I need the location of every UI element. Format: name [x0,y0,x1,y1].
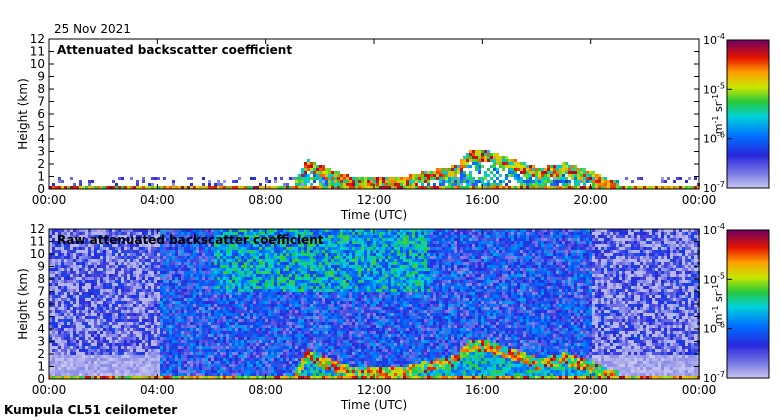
x-axis-label: Time (UTC) [340,398,407,412]
footer-label: Kumpula CL51 ceilometer [4,403,177,417]
colorbar-unit-label: m-1 sr-1 [711,284,725,324]
plot-area [49,39,699,189]
x-axis-label: Time (UTC) [340,208,407,222]
colorbar-tick-label: 10-7 [703,370,725,385]
colorbar-tick-label: 10-5 [703,271,725,286]
colorbar [726,229,770,379]
y-tick-label: 1 [37,360,45,374]
y-tick-label: 10 [30,247,45,261]
x-tick-label: 16:00 [465,193,500,207]
x-tick-label: 12:00 [357,383,392,397]
y-tick-label: 8 [37,82,45,96]
y-tick-label: 4 [37,322,45,336]
colorbar [726,39,770,189]
y-tick-label: 7 [37,285,45,299]
y-tick-label: 10 [30,57,45,71]
x-tick-label: 00:00 [682,383,717,397]
x-tick-label: 04:00 [140,193,175,207]
panel-title: Raw attenuated backscatter coefficient [57,233,324,247]
y-tick-label: 9 [37,70,45,84]
y-tick-label: 0 [37,372,45,386]
x-tick-label: 04:00 [140,383,175,397]
x-tick-label: 00:00 [32,383,67,397]
colorbar-tick-label: 10-4 [703,222,725,237]
y-tick-label: 2 [37,347,45,361]
y-tick-label: 7 [37,95,45,109]
y-tick-label: 9 [37,260,45,274]
colorbar-tick-label: 10-6 [703,321,725,336]
x-tick-label: 00:00 [32,193,67,207]
x-tick-label: 08:00 [248,383,283,397]
y-tick-label: 5 [37,120,45,134]
panel-1: Attenuated backscatter coefficient012345… [16,32,770,222]
x-tick-label: 20:00 [573,193,608,207]
panel-title: Attenuated backscatter coefficient [57,43,292,57]
y-tick-label: 3 [37,335,45,349]
y-tick-label: 3 [37,145,45,159]
y-axis-label: Height (km) [16,268,30,339]
y-tick-label: 8 [37,272,45,286]
x-tick-label: 00:00 [682,193,717,207]
y-axis-label: Height (km) [16,78,30,149]
panel-2: Raw attenuated backscatter coefficient01… [16,222,770,412]
colorbar-tick-label: 10-7 [703,180,725,195]
x-tick-label: 12:00 [357,193,392,207]
y-tick-label: 12 [30,222,45,236]
heatmap-cells [49,229,700,379]
y-tick-label: 6 [37,107,45,121]
y-tick-label: 11 [30,235,45,249]
y-tick-label: 1 [37,170,45,184]
y-tick-label: 4 [37,132,45,146]
colorbar-tick-label: 10-5 [703,81,725,96]
x-tick-label: 16:00 [465,383,500,397]
y-tick-label: 12 [30,32,45,46]
colorbar-tick-label: 10-4 [703,32,725,47]
x-tick-label: 08:00 [248,193,283,207]
colorbar-tick-label: 10-6 [703,131,725,146]
colorbar-unit-label: m-1 sr-1 [711,94,725,134]
x-tick-label: 20:00 [573,383,608,397]
heatmap-cells [49,150,700,189]
date-label: 25 Nov 2021 [54,22,131,36]
y-tick-label: 5 [37,310,45,324]
y-tick-label: 6 [37,297,45,311]
y-tick-label: 2 [37,157,45,171]
y-tick-label: 0 [37,182,45,196]
y-tick-label: 11 [30,45,45,59]
